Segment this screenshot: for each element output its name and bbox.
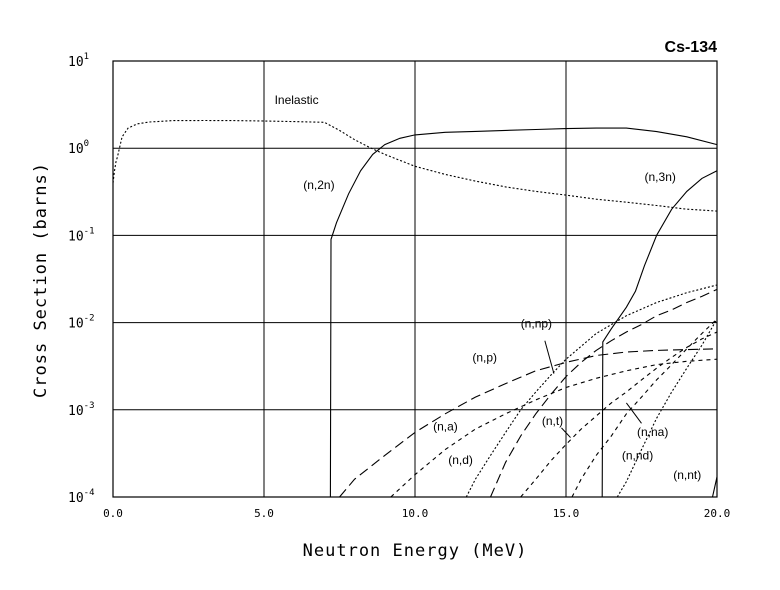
curve-label: (n,nd) bbox=[622, 448, 653, 462]
x-tick-label: 20.0 bbox=[704, 507, 731, 520]
series-inelastic bbox=[112, 119, 718, 212]
curve-label: (n,np) bbox=[521, 316, 552, 330]
curves bbox=[112, 119, 718, 498]
y-tick-label: 10-4 bbox=[68, 488, 95, 506]
curve-label: (n,2n) bbox=[303, 178, 334, 192]
y-tick-label: 10-3 bbox=[68, 401, 95, 419]
x-tick-labels: 0.0 5.0 10.0 15.0 20.0 bbox=[103, 507, 730, 520]
curve-label: (n,a) bbox=[433, 419, 458, 433]
series-n-t bbox=[520, 331, 718, 498]
grid-lines bbox=[113, 61, 717, 497]
y-tick-label: 10-1 bbox=[68, 226, 95, 244]
curve-label: (n,p) bbox=[472, 350, 497, 364]
series-n-nd bbox=[616, 318, 718, 498]
curve-labels: Inelastic (n,2n) (n,3n) (n,np) (n,p) (n,a) (n,… bbox=[275, 93, 702, 482]
curve-label: (n,t) bbox=[542, 414, 563, 428]
curve-label: (n,na) bbox=[637, 425, 668, 439]
label-leader-line bbox=[625, 402, 642, 424]
y-tick-label: 10-2 bbox=[68, 314, 95, 332]
y-tick-label: 100 bbox=[68, 139, 89, 157]
x-axis-label: Neutron Energy (MeV) bbox=[303, 541, 528, 561]
chart-title: Cs-134 bbox=[665, 39, 718, 56]
series-n-p bbox=[339, 348, 718, 498]
series-n-nt bbox=[711, 476, 718, 498]
y-axis-label: Cross Section (barns) bbox=[31, 162, 51, 398]
series-n-d bbox=[465, 284, 718, 498]
series-n-na bbox=[571, 318, 718, 498]
x-tick-label: 0.0 bbox=[103, 507, 123, 520]
x-tick-label: 10.0 bbox=[402, 507, 429, 520]
curve-label: (n,nt) bbox=[673, 468, 701, 482]
label-leaders bbox=[544, 340, 642, 438]
curve-label: (n,d) bbox=[448, 453, 473, 467]
series-n-2n bbox=[329, 127, 718, 498]
x-tick-label: 15.0 bbox=[553, 507, 580, 520]
y-tick-label: 101 bbox=[68, 52, 89, 70]
y-tick-labels: 101 100 10-1 10-2 10-3 10-4 bbox=[68, 52, 95, 506]
plot-frame bbox=[112, 60, 718, 498]
curve-label: (n,3n) bbox=[645, 170, 676, 184]
label-leader-line bbox=[544, 340, 555, 374]
series-n-3n bbox=[601, 170, 718, 498]
label-leader-line bbox=[561, 427, 571, 438]
curve-label: Inelastic bbox=[275, 93, 319, 107]
series-n-np bbox=[489, 288, 718, 498]
x-tick-label: 5.0 bbox=[254, 507, 274, 520]
